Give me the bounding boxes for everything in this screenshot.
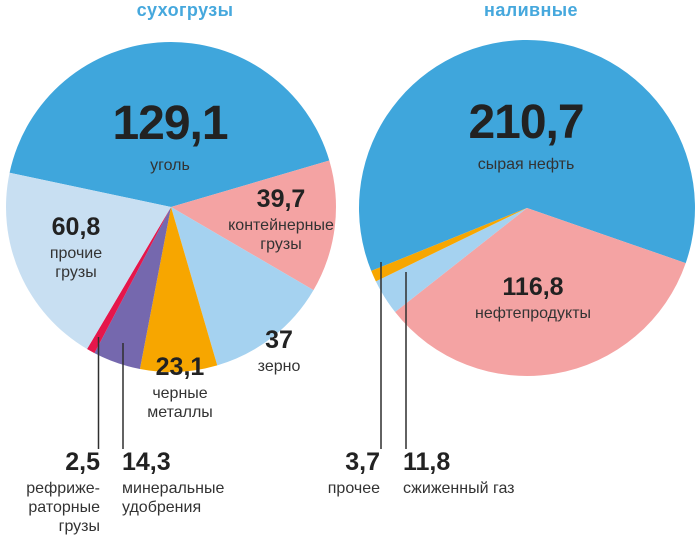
caption-refrigerated-cargo: рефриже- раторные грузы xyxy=(26,480,100,535)
pie-slice-oil-products xyxy=(395,208,686,376)
pie-dry-cargo xyxy=(6,42,336,373)
segment-label-other-liquid: 3,7 прочее xyxy=(328,450,380,498)
pie-slice-liquefied-gas xyxy=(375,208,527,313)
pie-slice-mineral-fertilizers xyxy=(94,207,171,370)
value-mineral-fertilizers: 14,3 xyxy=(122,448,171,476)
value-other-liquid: 3,7 xyxy=(345,448,380,476)
segment-label-container-cargo: 39,7 контейнерные грузы xyxy=(228,187,334,254)
leader-lines xyxy=(97,262,407,449)
pie-slice-coal xyxy=(9,42,330,207)
caption-other-dry-cargo: прочие грузы xyxy=(49,245,103,281)
value-ferrous-metals: 23,1 xyxy=(155,353,205,381)
caption-grain: зерно xyxy=(257,358,301,375)
caption-other-liquid: прочее xyxy=(327,480,380,497)
segment-label-ferrous-metals: 23,1 черные металлы xyxy=(147,355,213,422)
caption-container-cargo: контейнерные грузы xyxy=(228,217,334,253)
segment-label-other-dry-cargo: 60,8 прочие грузы xyxy=(50,215,102,282)
caption-ferrous-metals: черные металлы xyxy=(147,385,213,421)
pie-slice-other-liquid xyxy=(371,208,527,282)
right-chart-title: наливные xyxy=(484,0,578,20)
segment-label-grain: 37 зерно xyxy=(258,328,301,376)
value-coal: 129,1 xyxy=(112,97,228,150)
segment-label-crude-oil: 210,7 сырая нефть xyxy=(468,96,584,174)
caption-coal: уголь xyxy=(150,157,190,174)
pie-slice-other-dry-cargo xyxy=(6,172,171,350)
caption-mineral-fertilizers: минеральные удобрения xyxy=(122,480,225,516)
segment-label-oil-products: 116,8 нефтепродукты xyxy=(475,275,591,323)
pie-slice-container-cargo xyxy=(171,160,336,291)
pie-liquid-cargo xyxy=(358,40,695,376)
segment-label-mineral-fertilizers: 14,3 минеральные удобрения xyxy=(122,450,224,517)
pie-slice-crude-oil xyxy=(358,40,695,271)
value-oil-products: 116,8 xyxy=(502,273,564,301)
value-grain: 37 xyxy=(265,326,293,354)
segment-label-liquefied-gas: 11,8 сжиженный газ xyxy=(403,450,515,498)
pie-slice-grain xyxy=(171,207,314,366)
caption-oil-products: нефтепродукты xyxy=(474,305,592,322)
value-other-dry-cargo: 60,8 xyxy=(51,213,101,241)
value-liquefied-gas: 11,8 xyxy=(403,448,451,476)
segment-label-coal: 129,1 уголь xyxy=(112,97,228,175)
caption-liquefied-gas: сжиженный газ xyxy=(403,480,515,497)
pie-slice-ferrous-metals xyxy=(139,207,218,373)
caption-crude-oil: сырая нефть xyxy=(477,156,575,173)
segment-label-refrigerated-cargo: 2,5 рефриже- раторные грузы xyxy=(26,450,100,536)
value-refrigerated-cargo: 2,5 xyxy=(65,448,100,476)
value-crude-oil: 210,7 xyxy=(468,96,584,149)
left-chart-title: сухогрузы xyxy=(136,0,234,20)
value-container-cargo: 39,7 xyxy=(256,185,306,213)
pie-slice-refrigerated-cargo xyxy=(87,207,171,354)
